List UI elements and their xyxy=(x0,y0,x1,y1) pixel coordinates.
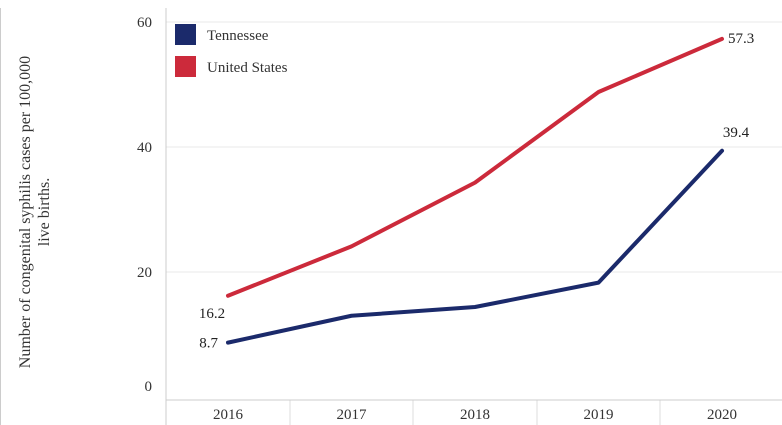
x-tick-label: 2016 xyxy=(213,407,244,423)
legend-swatch xyxy=(175,56,196,77)
series: 8.7 39.4 16.2 57.3 xyxy=(199,31,754,352)
y-tick-label: 40 xyxy=(137,140,152,156)
series-line-tennessee xyxy=(226,148,724,345)
y-tick-label: 60 xyxy=(137,15,152,31)
y-tick-label: 0 xyxy=(145,379,153,395)
data-label-tennessee: 39.4 xyxy=(723,125,750,141)
axes: 0 20 40 60 2016 2017 2018 2019 2020 xyxy=(0,8,782,425)
data-label-united-states: 57.3 xyxy=(728,31,754,47)
legend-label: Tennessee xyxy=(207,28,269,44)
legend: Tennessee United States xyxy=(175,24,288,77)
x-tick-label: 2020 xyxy=(707,407,737,423)
y-tick-label: 20 xyxy=(137,265,152,281)
legend-swatch xyxy=(175,24,196,45)
y-axis-label-line-1: Number of congenital syphilis cases per … xyxy=(17,56,34,368)
x-tick-label: 2018 xyxy=(460,407,490,423)
x-tick-label: 2017 xyxy=(337,407,368,423)
legend-label: United States xyxy=(207,60,288,76)
data-label-united-states: 16.2 xyxy=(199,306,225,322)
series-line-united-states xyxy=(226,36,724,298)
x-tick-label: 2019 xyxy=(584,407,614,423)
gridlines xyxy=(166,21,782,425)
y-axis-label-line-2: live births. xyxy=(36,178,53,246)
data-label-tennessee: 8.7 xyxy=(199,336,218,352)
